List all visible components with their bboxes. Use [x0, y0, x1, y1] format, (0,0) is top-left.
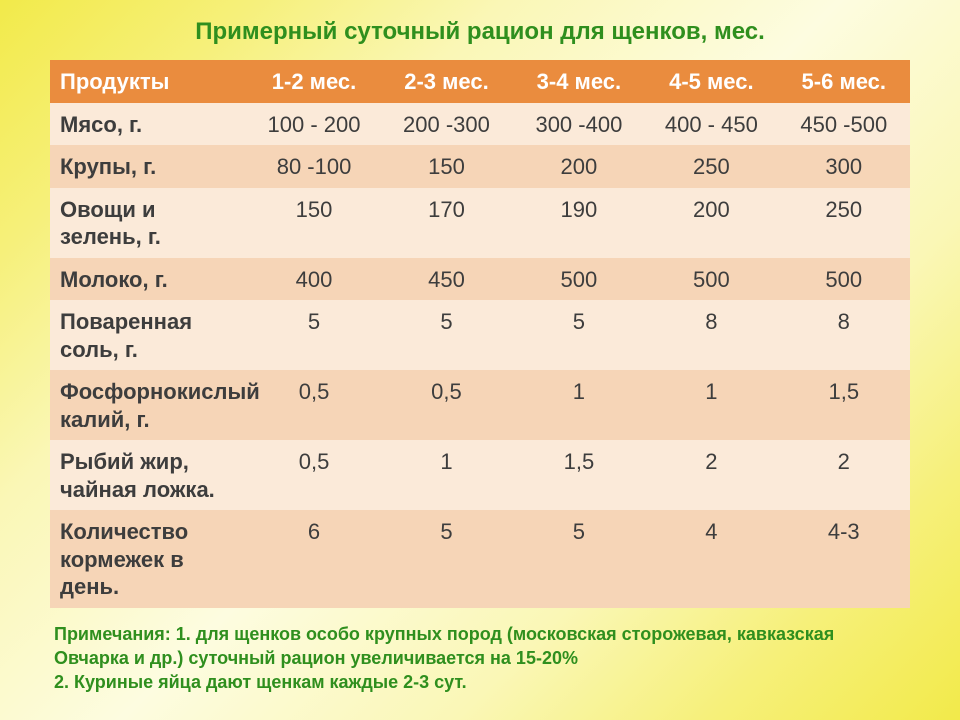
note-line: 2. Куриные яйца дают щенкам каждые 2-3 с… [54, 670, 906, 694]
cell: 2 [645, 440, 777, 510]
cell: 8 [645, 300, 777, 370]
table-row: Рыбий жир, чайная ложка.0,511,522 [50, 440, 910, 510]
cell: 250 [778, 188, 910, 258]
cell: 200 [645, 188, 777, 258]
row-label: Количество кормежек в день. [50, 510, 248, 608]
row-label: Фосфорнокислый калий, г. [50, 370, 248, 440]
row-label: Молоко, г. [50, 258, 248, 301]
table-header-row: Продукты1-2 мес.2-3 мес.3-4 мес.4-5 мес.… [50, 60, 910, 103]
cell: 0,5 [380, 370, 512, 440]
cell: 8 [778, 300, 910, 370]
row-label: Крупы, г. [50, 145, 248, 188]
cell: 400 [248, 258, 380, 301]
col-header: 4-5 мес. [645, 60, 777, 103]
table-row: Мясо, г.100 - 200200 -300300 -400400 - 4… [50, 103, 910, 146]
cell: 300 -400 [513, 103, 645, 146]
cell: 5 [513, 510, 645, 608]
cell: 5 [380, 510, 512, 608]
cell: 1 [645, 370, 777, 440]
cell: 4 [645, 510, 777, 608]
cell: 150 [380, 145, 512, 188]
cell: 250 [645, 145, 777, 188]
cell: 80 -100 [248, 145, 380, 188]
col-header: 5-6 мес. [778, 60, 910, 103]
table-row: Фосфорнокислый калий, г.0,50,5111,5 [50, 370, 910, 440]
col-header: 2-3 мес. [380, 60, 512, 103]
col-header: 1-2 мес. [248, 60, 380, 103]
col-header: 3-4 мес. [513, 60, 645, 103]
note-line: Овчарка и др.) суточный рацион увеличива… [54, 646, 906, 670]
cell: 450 -500 [778, 103, 910, 146]
cell: 100 - 200 [248, 103, 380, 146]
cell: 400 - 450 [645, 103, 777, 146]
cell: 300 [778, 145, 910, 188]
row-label: Рыбий жир, чайная ложка. [50, 440, 248, 510]
table-head: Продукты1-2 мес.2-3 мес.3-4 мес.4-5 мес.… [50, 60, 910, 103]
table-row: Молоко, г.400450500500500 [50, 258, 910, 301]
cell: 1,5 [513, 440, 645, 510]
cell: 2 [778, 440, 910, 510]
table-row: Поваренная соль, г.55588 [50, 300, 910, 370]
cell: 500 [513, 258, 645, 301]
cell: 1 [380, 440, 512, 510]
cell: 500 [778, 258, 910, 301]
ration-table: Продукты1-2 мес.2-3 мес.3-4 мес.4-5 мес.… [50, 60, 910, 608]
col-header-label: Продукты [50, 60, 248, 103]
table-row: Крупы, г.80 -100150200250300 [50, 145, 910, 188]
note-line: Примечания: 1. для щенков особо крупных … [54, 622, 906, 646]
table-body: Мясо, г.100 - 200200 -300300 -400400 - 4… [50, 103, 910, 608]
row-label: Овощи и зелень, г. [50, 188, 248, 258]
cell: 1,5 [778, 370, 910, 440]
cell: 0,5 [248, 370, 380, 440]
cell: 450 [380, 258, 512, 301]
cell: 190 [513, 188, 645, 258]
cell: 200 [513, 145, 645, 188]
cell: 4-3 [778, 510, 910, 608]
table-row: Овощи и зелень, г.150170190200250 [50, 188, 910, 258]
cell: 170 [380, 188, 512, 258]
notes-block: Примечания: 1. для щенков особо крупных … [50, 622, 910, 695]
cell: 6 [248, 510, 380, 608]
page-title: Примерный суточный рацион для щенков, ме… [50, 18, 910, 46]
table-row: Количество кормежек в день.65544-3 [50, 510, 910, 608]
slide: Примерный суточный рацион для щенков, ме… [0, 0, 960, 694]
cell: 5 [380, 300, 512, 370]
cell: 200 -300 [380, 103, 512, 146]
cell: 0,5 [248, 440, 380, 510]
cell: 1 [513, 370, 645, 440]
cell: 5 [513, 300, 645, 370]
cell: 5 [248, 300, 380, 370]
cell: 150 [248, 188, 380, 258]
cell: 500 [645, 258, 777, 301]
row-label: Мясо, г. [50, 103, 248, 146]
row-label: Поваренная соль, г. [50, 300, 248, 370]
